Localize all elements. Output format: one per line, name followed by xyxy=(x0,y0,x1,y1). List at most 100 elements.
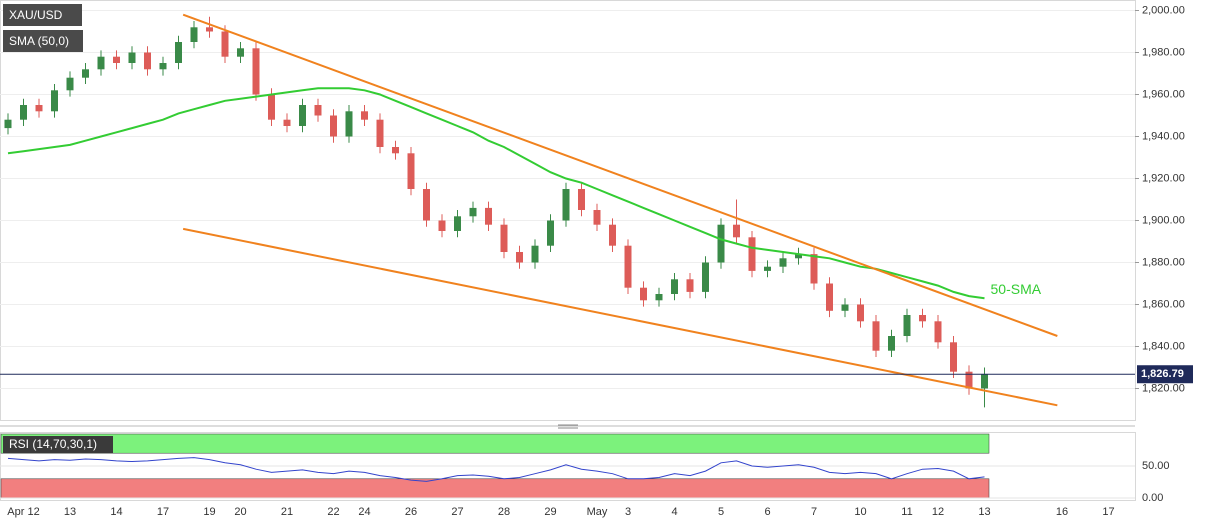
candle-body xyxy=(330,115,337,137)
sma-label: SMA (50,0) xyxy=(9,34,69,48)
y-tick-label: 0.00 xyxy=(1142,492,1163,504)
x-tick-label: 14 xyxy=(110,506,122,518)
x-tick-label: 19 xyxy=(203,506,215,518)
x-tick-label: 26 xyxy=(405,506,417,518)
candle-body xyxy=(82,69,89,78)
candle-body xyxy=(252,48,260,95)
x-tick-label: 17 xyxy=(157,506,169,518)
y-tick-label: 1,900.00 xyxy=(1142,214,1185,226)
candle-body xyxy=(733,224,740,238)
candle-body xyxy=(965,371,973,389)
candle-body xyxy=(748,237,756,271)
candle-body xyxy=(934,321,942,343)
x-tick-label: 21 xyxy=(281,506,293,518)
candle-body xyxy=(826,283,833,311)
candle-body xyxy=(857,304,864,322)
x-tick-label: 7 xyxy=(811,506,817,518)
y-tick-label: 2,000.00 xyxy=(1142,4,1185,16)
candle-body xyxy=(686,279,694,292)
candle-body xyxy=(903,315,911,336)
x-tick-label: 3 xyxy=(625,506,631,518)
oversold-band xyxy=(0,478,990,499)
candle-body xyxy=(516,252,523,263)
x-tick-label: 29 xyxy=(544,506,556,518)
candle-body xyxy=(655,294,663,301)
y-tick-label: 50.00 xyxy=(1142,460,1170,472)
candle-body xyxy=(717,224,725,263)
candle-body xyxy=(795,254,802,259)
candle-body xyxy=(423,189,430,221)
sma-annotation: 50-SMA xyxy=(991,281,1042,297)
candle-body xyxy=(97,56,105,70)
sma-box xyxy=(3,30,83,52)
candle-body xyxy=(175,42,182,63)
candle-body xyxy=(361,111,368,120)
x-tick-label: 24 xyxy=(358,506,370,518)
candle-body xyxy=(190,27,198,42)
candle-body xyxy=(35,105,43,112)
candle-body xyxy=(547,220,554,246)
candle-body xyxy=(841,304,849,311)
rsi-label: RSI (14,70,30,1) xyxy=(9,437,97,451)
rsi-line xyxy=(7,457,985,482)
candle-body xyxy=(702,262,709,292)
x-tick-label: 20 xyxy=(234,506,246,518)
candle-body xyxy=(438,220,446,231)
candle-body xyxy=(159,63,167,70)
x-tick-label: 6 xyxy=(764,506,770,518)
symbol-label: XAU/USD xyxy=(9,8,63,22)
candle-body xyxy=(562,189,570,221)
price-panel xyxy=(0,0,1136,421)
y-tick-label: 1,960.00 xyxy=(1142,88,1185,100)
y-tick-label: 1,920.00 xyxy=(1142,172,1185,184)
candle-body xyxy=(950,342,957,372)
candle-body xyxy=(671,279,678,294)
x-tick-label: 13 xyxy=(64,506,76,518)
candle-body xyxy=(764,266,771,271)
candle-body xyxy=(454,216,461,231)
candle-body xyxy=(919,315,926,322)
x-tick-label: 28 xyxy=(498,506,510,518)
y-tick-label: 1,820.00 xyxy=(1142,382,1185,394)
rsi-box xyxy=(3,436,113,453)
candle-body xyxy=(299,105,306,126)
x-tick-label: May xyxy=(587,506,608,518)
candle-body xyxy=(485,207,492,225)
x-tick-label: 5 xyxy=(718,506,724,518)
candle-body xyxy=(221,31,229,57)
candle-body xyxy=(392,147,399,154)
x-tick-label: 16 xyxy=(1056,506,1068,518)
candle-body xyxy=(888,336,895,351)
candle-body xyxy=(609,224,616,246)
candle-body xyxy=(981,374,988,389)
candle-body xyxy=(500,224,508,252)
candle-body xyxy=(779,258,787,267)
candle-body xyxy=(113,56,120,63)
x-tick-label: Apr 12 xyxy=(7,506,39,518)
candle-body xyxy=(4,119,12,129)
candle-body xyxy=(268,94,275,120)
x-tick-label: 17 xyxy=(1102,506,1114,518)
last-price-box xyxy=(1137,365,1193,384)
x-tick-label: 22 xyxy=(327,506,339,518)
last-price-label: 1,826.79 xyxy=(1141,368,1184,380)
x-tick-label: 10 xyxy=(854,506,866,518)
candle-body xyxy=(872,321,880,351)
y-tick-label: 1,980.00 xyxy=(1142,46,1185,58)
y-tick-label: 1,940.00 xyxy=(1142,130,1185,142)
candle-body xyxy=(531,245,539,263)
x-tick-label: 4 xyxy=(671,506,677,518)
candle-body xyxy=(20,105,27,120)
x-tick-label: 11 xyxy=(901,506,912,518)
candle-body xyxy=(624,245,632,288)
candle-body xyxy=(237,48,244,57)
candle-body xyxy=(810,254,818,284)
symbol-box xyxy=(3,4,82,26)
candle-body xyxy=(128,52,136,63)
trendline xyxy=(182,227,1058,407)
overbought-band xyxy=(0,433,990,454)
candle-body xyxy=(376,119,384,147)
sma-line xyxy=(7,87,985,300)
candle-body xyxy=(469,207,477,217)
